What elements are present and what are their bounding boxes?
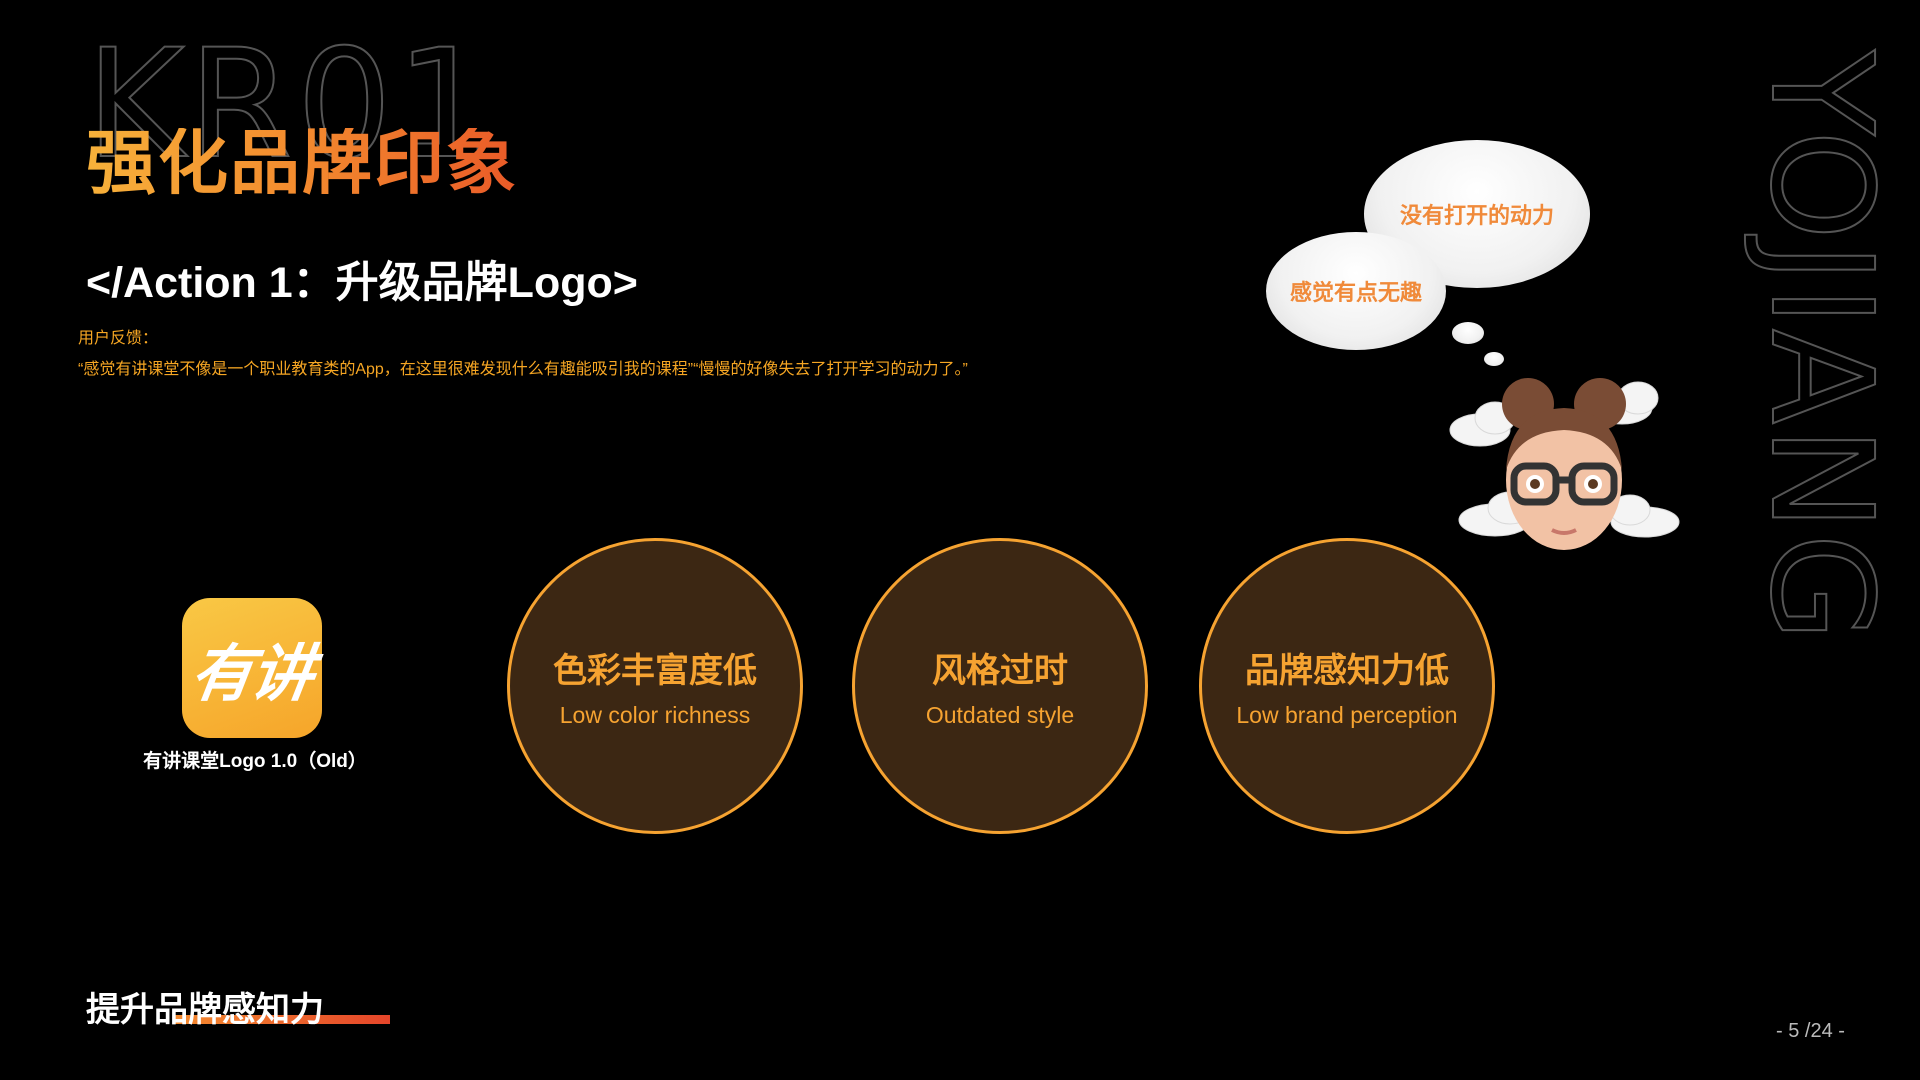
problem-circle-style: 风格过时 Outdated style [852,538,1148,834]
feedback-label: 用户反馈： [78,330,159,347]
problem-en: Low color richness [559,702,751,728]
problem-en: Outdated style [925,702,1075,728]
footer-underline [173,1015,390,1024]
problem-zh: 风格过时 [932,652,1068,690]
logo-glyph: 有讲 [186,640,316,709]
problem-zh: 品牌感知力低 [1245,652,1449,690]
problem-zh: 色彩丰富度低 [553,652,757,690]
memoji-avatar [1449,378,1680,550]
thought-bubble-small: 感觉有点无趣 [1266,232,1446,350]
thought-bubble-large-text: 没有打开的动力 [1399,203,1554,228]
problem-circle-brand: 品牌感知力低 Low brand perception [1199,538,1495,834]
feedback-quote: “感觉有讲课堂不像是一个职业教育类的App，在这里很难发现什么有趣能吸引我的课程… [78,361,968,378]
youjiang-logo-icon: 有讲 [182,598,322,738]
footer-title: 提升品牌感知力 [86,991,324,1029]
kr-watermark: KR01 [85,18,496,192]
page-title: 强化品牌印象 [86,124,518,202]
side-watermark-text: YOJIANG [1738,49,1903,645]
thought-bubble-small-text: 感觉有点无趣 [1289,280,1422,305]
action-title: </Action 1：升级品牌Logo> [86,259,638,307]
problem-circle-color: 色彩丰富度低 Low color richness [507,538,803,834]
thought-dot-large [1452,322,1484,344]
page-number: - 5 /24 - [1776,1020,1845,1042]
thought-dot-small [1484,352,1504,366]
logo-caption: 有讲课堂Logo 1.0（Old） [143,751,367,772]
side-watermark: YOJIANG [1738,49,1903,880]
problem-en: Low brand perception [1236,702,1458,728]
